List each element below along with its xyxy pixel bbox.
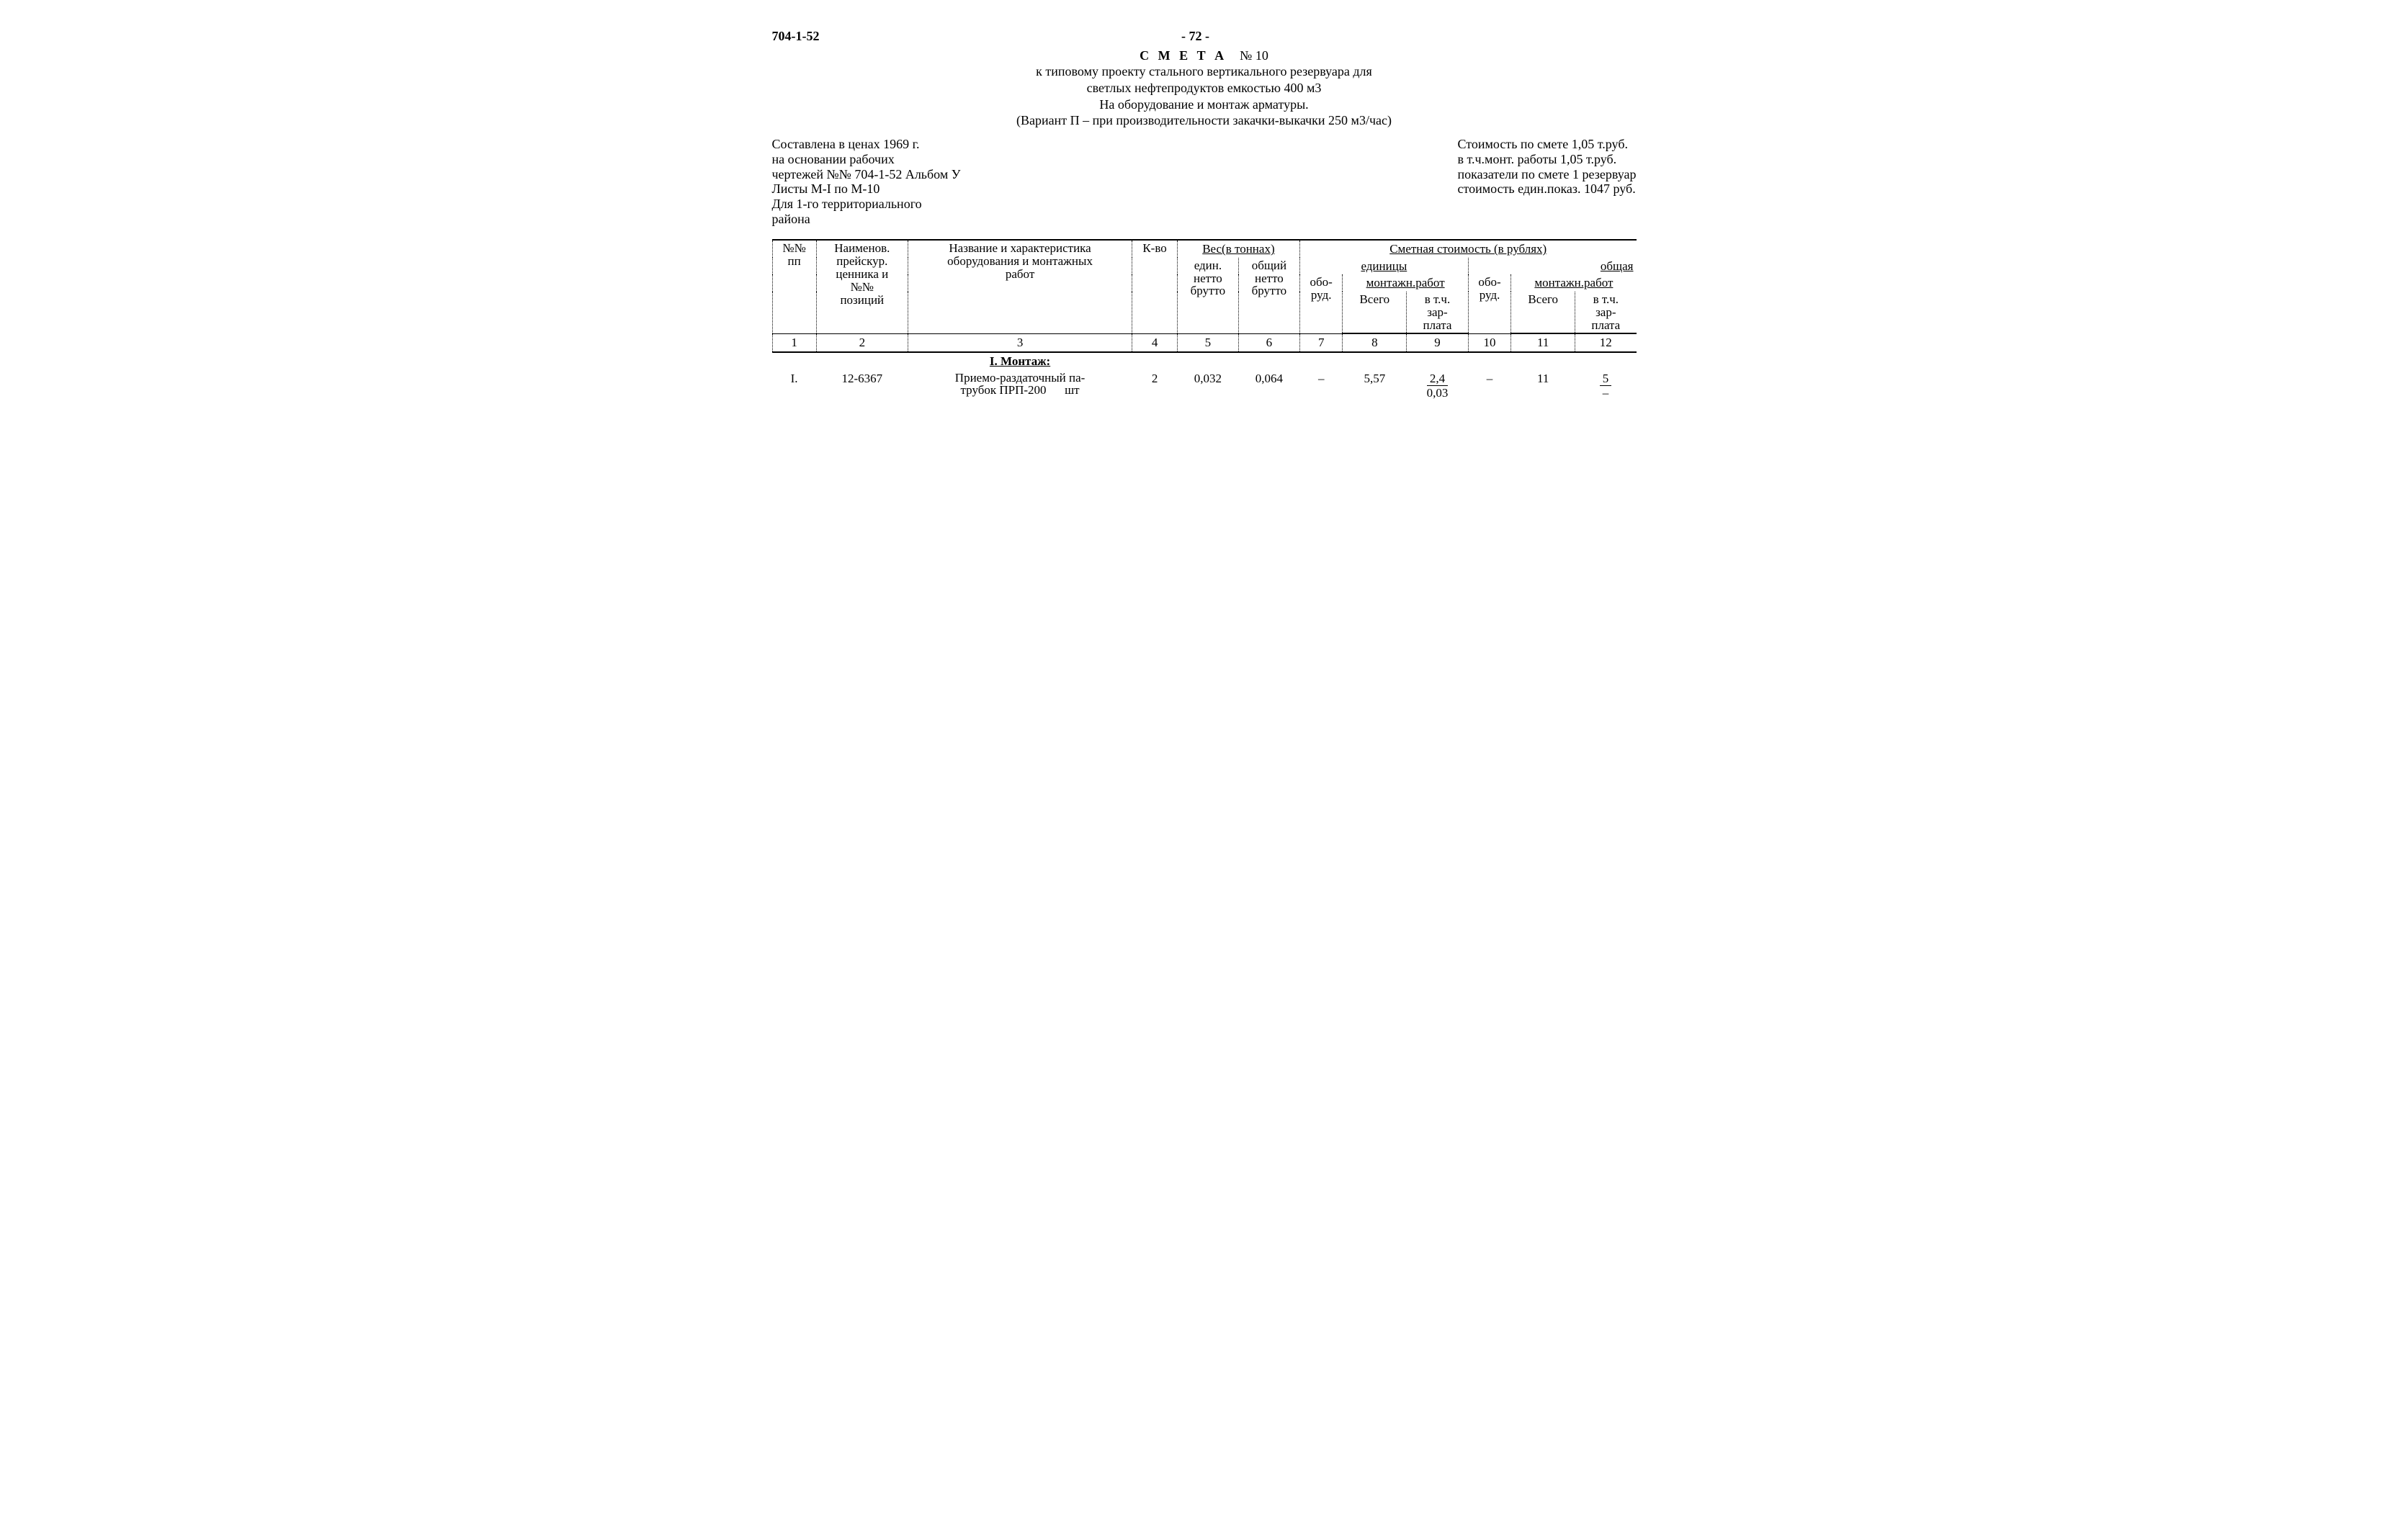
colnum: 5 [1177,333,1238,352]
cell-9-bot: 0,03 [1427,386,1449,400]
cell-12: 5 – [1575,370,1637,402]
colnum: 8 [1343,333,1407,352]
smeta-number: № 10 [1240,48,1268,63]
col-h-7: обо-руд. [1299,274,1343,333]
cell-name: Приемо-раздаточный па-трубок ПРП-200 шт [908,370,1132,402]
col-h-5: един.неттобрутто [1177,258,1238,334]
cell-12-top: 5 [1600,372,1612,387]
section-heading: I. Монтаж: [908,352,1132,370]
col-h-9: в т.ч.зар-плата [1407,292,1469,334]
colnum: 9 [1407,333,1469,352]
cell-8: 5,57 [1343,370,1407,402]
col-number-row: 1 2 3 4 5 6 7 8 9 10 11 12 [772,333,1637,352]
title-line: светлых нефтепродуктов емкостью 400 м3 [772,81,1637,96]
col-h-10: обо-руд. [1468,274,1511,333]
meta-right: Стоимость по смете 1,05 т.руб.в т.ч.монт… [1457,137,1636,226]
colnum: 1 [772,333,816,352]
col-h-mont1: монтажн.работ [1343,274,1468,292]
cell-11: 11 [1511,370,1575,402]
colnum: 10 [1468,333,1511,352]
colnum: 4 [1132,333,1178,352]
cell-9-top: 2,4 [1427,372,1448,387]
header-row: 704-1-52 - 72 - [772,29,1637,44]
colnum: 3 [908,333,1132,352]
cell-7: – [1299,370,1343,402]
col-h-3: Название и характеристикаоборудования и … [908,240,1132,333]
col-h-weight: Вес(в тоннах) [1177,240,1299,258]
col-h-cost: Сметная стоимость (в рублях) [1299,240,1636,258]
title-block: С М Е Т А № 10 к типовому проекту стальн… [772,48,1637,128]
colnum: 2 [816,333,908,352]
title-line: к типовому проекту стального вертикально… [772,64,1637,79]
cell-n: I. [772,370,816,402]
colnum: 6 [1238,333,1299,352]
cell-unit: шт [1065,383,1080,397]
meta-row: Составлена в ценах 1969 г.на основании р… [772,137,1637,226]
cell-code: 12-6367 [816,370,908,402]
page: 704-1-52 - 72 - С М Е Т А № 10 к типовом… [772,29,1637,402]
colnum: 7 [1299,333,1343,352]
col-h-12: в т.ч.зар-плата [1575,292,1637,334]
col-h-6: общийнеттобрутто [1238,258,1299,334]
cell-12-bot: – [1603,386,1609,400]
page-number: - 72 - [820,29,1572,44]
col-h-8: Всего [1343,292,1407,334]
cell-9: 2,4 0,03 [1407,370,1469,402]
title-line: На оборудование и монтаж арматуры. [772,97,1637,112]
colnum: 11 [1511,333,1575,352]
col-h-mont2: монтажн.работ [1511,274,1637,292]
doc-code: 704-1-52 [772,29,820,44]
colnum: 12 [1575,333,1637,352]
table-row: I. 12-6367 Приемо-раздаточный па-трубок … [772,370,1637,402]
cell-10: – [1468,370,1511,402]
col-h-11: Всего [1511,292,1575,334]
cell-wunit: 0,032 [1177,370,1238,402]
col-h-total: общая [1468,258,1636,275]
col-h-2: Наименов.прейскур.ценника и№№позиций [816,240,908,333]
cell-wtotal: 0,064 [1238,370,1299,402]
title-line: (Вариант П – при производительности зака… [772,113,1637,128]
col-h-4: К-во [1132,240,1178,333]
estimate-table: №№пп Наименов.прейскур.ценника и№№позици… [772,239,1637,401]
smeta-word: С М Е Т А [1140,48,1227,63]
col-h-unit: единицы [1299,258,1468,275]
col-h-1: №№пп [772,240,816,333]
meta-left: Составлена в ценах 1969 г.на основании р… [772,137,961,226]
cell-qty: 2 [1132,370,1178,402]
